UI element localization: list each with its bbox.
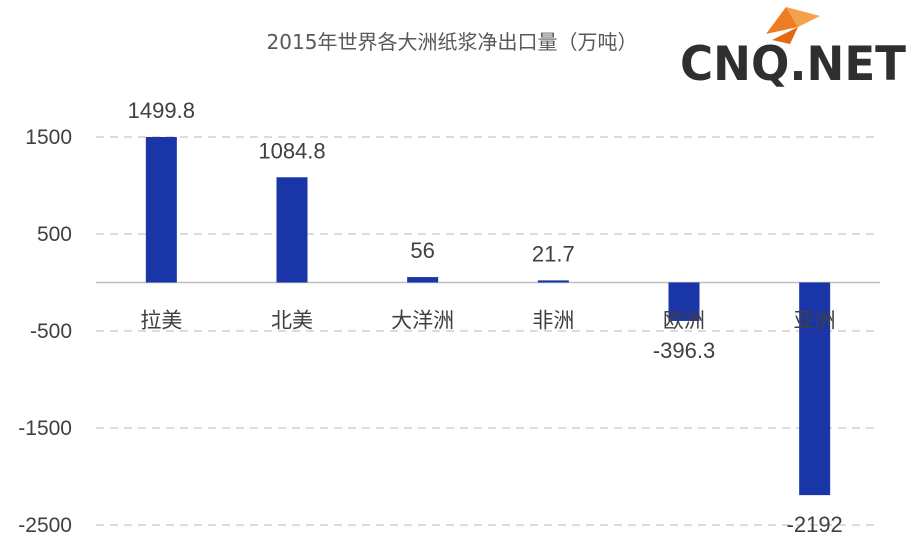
y-tick-label: -1500: [18, 417, 72, 440]
category-label: 大洋洲: [391, 309, 454, 333]
chart-title: 2015年世界各大洲纸浆净出口量（万吨）: [267, 30, 638, 54]
category-label: 拉美: [140, 309, 182, 333]
category-label: 北美: [271, 309, 313, 333]
bar-2: [276, 177, 308, 283]
category-label: 亚洲: [794, 309, 836, 333]
data-label: 1499.8: [128, 98, 195, 123]
data-label: -396.3: [653, 338, 715, 363]
category-label: 非洲: [532, 309, 574, 333]
data-label: 56: [410, 238, 434, 263]
category-label: 欧洲: [663, 309, 705, 333]
category-labels: 拉美 北美 大洋洲 非洲 欧洲 亚洲: [140, 309, 835, 333]
data-label: 1084.8: [258, 138, 325, 163]
bars: [145, 137, 831, 496]
data-label: -2192: [787, 512, 843, 537]
bar-1: [145, 137, 177, 283]
cnq-logo: CNQ.NET: [680, 7, 906, 92]
data-label: 21.7: [532, 241, 575, 266]
bar-4: [537, 280, 569, 283]
bar-3: [407, 277, 439, 283]
y-tick-label: -500: [30, 320, 72, 343]
bar-6: [799, 282, 831, 496]
gridlines: [96, 136, 880, 526]
origami-crane-icon: [766, 7, 820, 44]
y-tick-label: 500: [37, 223, 72, 246]
logo-text: CNQ.NET: [680, 37, 906, 92]
y-axis-ticks: 1500 500 -500 -1500 -2500: [18, 126, 72, 537]
data-labels: 1499.8 1084.8 56 21.7 -396.3 -2192: [128, 98, 843, 537]
y-tick-label: -2500: [18, 514, 72, 537]
y-tick-label: 1500: [25, 126, 72, 149]
bar-5: [668, 282, 700, 321]
